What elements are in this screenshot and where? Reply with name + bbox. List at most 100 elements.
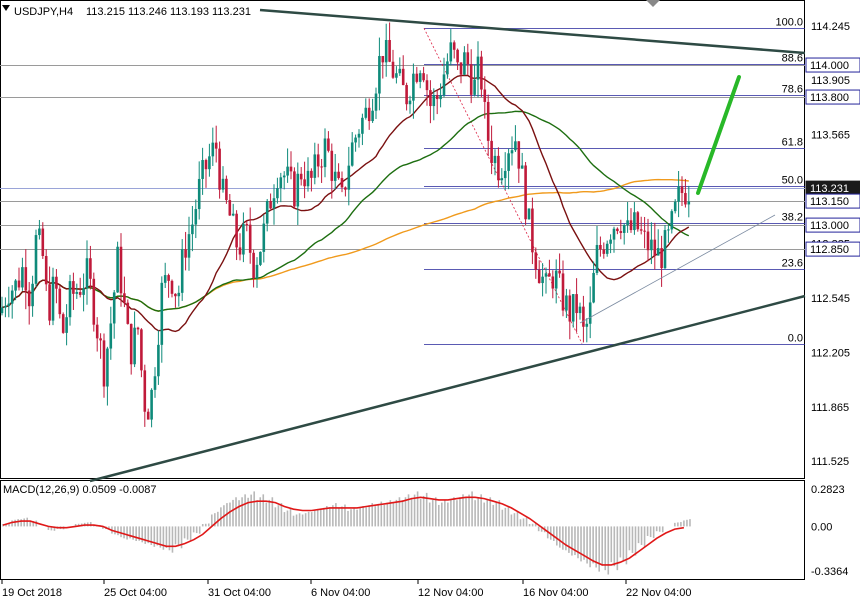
candle-bear bbox=[551, 270, 555, 299]
candle-body bbox=[466, 52, 470, 65]
scroll-marker-icon[interactable] bbox=[646, 0, 660, 7]
candle-body bbox=[398, 68, 402, 74]
candle-body bbox=[177, 292, 181, 297]
candle-body bbox=[568, 295, 572, 322]
candle-body bbox=[469, 64, 473, 95]
candle-bull bbox=[197, 161, 201, 220]
price-tag-box bbox=[805, 193, 860, 209]
candle-bear bbox=[537, 260, 541, 284]
candle-body bbox=[497, 155, 500, 181]
macd-tick-label: 0.2823 bbox=[811, 484, 845, 496]
candle-body bbox=[347, 165, 351, 190]
candle-bull bbox=[673, 199, 677, 214]
fib-diagonal bbox=[423, 28, 583, 344]
candle-bear bbox=[469, 49, 473, 104]
candle-bear bbox=[388, 22, 391, 63]
candle-body bbox=[656, 248, 660, 256]
candle-body bbox=[684, 193, 687, 205]
candle-body bbox=[422, 73, 425, 81]
candle-bull bbox=[514, 125, 517, 153]
candle-bull bbox=[31, 275, 34, 317]
candle-body bbox=[449, 42, 453, 62]
candle-body bbox=[578, 306, 582, 314]
candle-body bbox=[21, 267, 24, 288]
candle-body bbox=[327, 138, 330, 151]
candle-body bbox=[106, 348, 109, 387]
candle-body bbox=[119, 246, 123, 294]
candle-bear bbox=[405, 82, 408, 111]
candle-bull bbox=[510, 136, 514, 166]
fib-label: 88.6 bbox=[782, 53, 803, 65]
macd-signal-line bbox=[2, 496, 685, 566]
candle-body bbox=[660, 248, 663, 269]
candle-bull bbox=[578, 302, 582, 320]
candle-bear bbox=[381, 55, 385, 79]
candle-bear bbox=[337, 163, 340, 180]
candle-bull bbox=[116, 241, 119, 293]
candle-body bbox=[391, 61, 395, 78]
candle-body bbox=[44, 255, 48, 285]
candle-body bbox=[24, 267, 28, 291]
candle-bull bbox=[211, 127, 215, 166]
candle-bear bbox=[391, 49, 395, 79]
candle-bull bbox=[150, 388, 153, 428]
candle-body bbox=[231, 213, 235, 216]
candle-body bbox=[112, 292, 116, 324]
candle-bull bbox=[395, 66, 398, 84]
candle-body bbox=[510, 150, 514, 154]
candle-body bbox=[85, 258, 89, 289]
candle-bear bbox=[55, 269, 58, 304]
ma-fast-line bbox=[1, 74, 690, 333]
candle-bear bbox=[582, 295, 585, 343]
candle-body bbox=[480, 56, 483, 90]
candle-body bbox=[381, 56, 385, 63]
candle-body bbox=[612, 228, 616, 240]
price-tick-label: 112.205 bbox=[811, 347, 850, 359]
candle-body bbox=[643, 230, 646, 232]
candle-bear bbox=[228, 194, 232, 216]
candle-body bbox=[299, 173, 303, 180]
candle-body bbox=[459, 62, 463, 75]
candle-body bbox=[408, 100, 412, 105]
candle-bull bbox=[153, 367, 157, 398]
candle-bear bbox=[170, 279, 174, 298]
candle-bear bbox=[316, 143, 320, 178]
candle-body bbox=[401, 68, 405, 86]
candle-body bbox=[493, 155, 497, 164]
candle-body bbox=[605, 243, 609, 254]
dropdown-triangle-icon[interactable] bbox=[2, 5, 10, 11]
candle-body bbox=[126, 302, 130, 324]
candle-bull bbox=[374, 87, 378, 120]
candle-body bbox=[184, 249, 187, 258]
price-tag-box bbox=[805, 57, 860, 73]
candle-body bbox=[367, 107, 371, 122]
candle-body bbox=[296, 173, 300, 207]
candle-bull bbox=[439, 83, 442, 108]
price-tag-box bbox=[805, 89, 860, 105]
candle-bear bbox=[238, 233, 242, 261]
candle-bull bbox=[408, 95, 412, 114]
candle-body bbox=[160, 282, 164, 345]
candle-body bbox=[282, 175, 286, 178]
candle-bull bbox=[65, 304, 68, 346]
candle-body bbox=[143, 370, 147, 412]
time-tick-label: 25 Oct 04:00 bbox=[104, 587, 167, 598]
candle-bear bbox=[92, 272, 96, 332]
candle-bull bbox=[333, 153, 337, 190]
candle-body bbox=[58, 288, 62, 315]
candle-bull bbox=[503, 152, 507, 191]
candle-body bbox=[31, 283, 34, 307]
candle-bull bbox=[354, 134, 357, 152]
candle-bear bbox=[95, 317, 99, 352]
candle-bear bbox=[299, 167, 303, 186]
candle-body bbox=[68, 281, 72, 318]
forecast-arrow bbox=[696, 75, 741, 195]
candle-body bbox=[316, 154, 320, 167]
candle-bull bbox=[133, 311, 136, 368]
candle-bull bbox=[85, 240, 89, 305]
candle-body bbox=[238, 247, 242, 255]
candle-bear bbox=[684, 178, 687, 208]
candle-body bbox=[27, 290, 31, 307]
candle-body bbox=[269, 200, 272, 209]
